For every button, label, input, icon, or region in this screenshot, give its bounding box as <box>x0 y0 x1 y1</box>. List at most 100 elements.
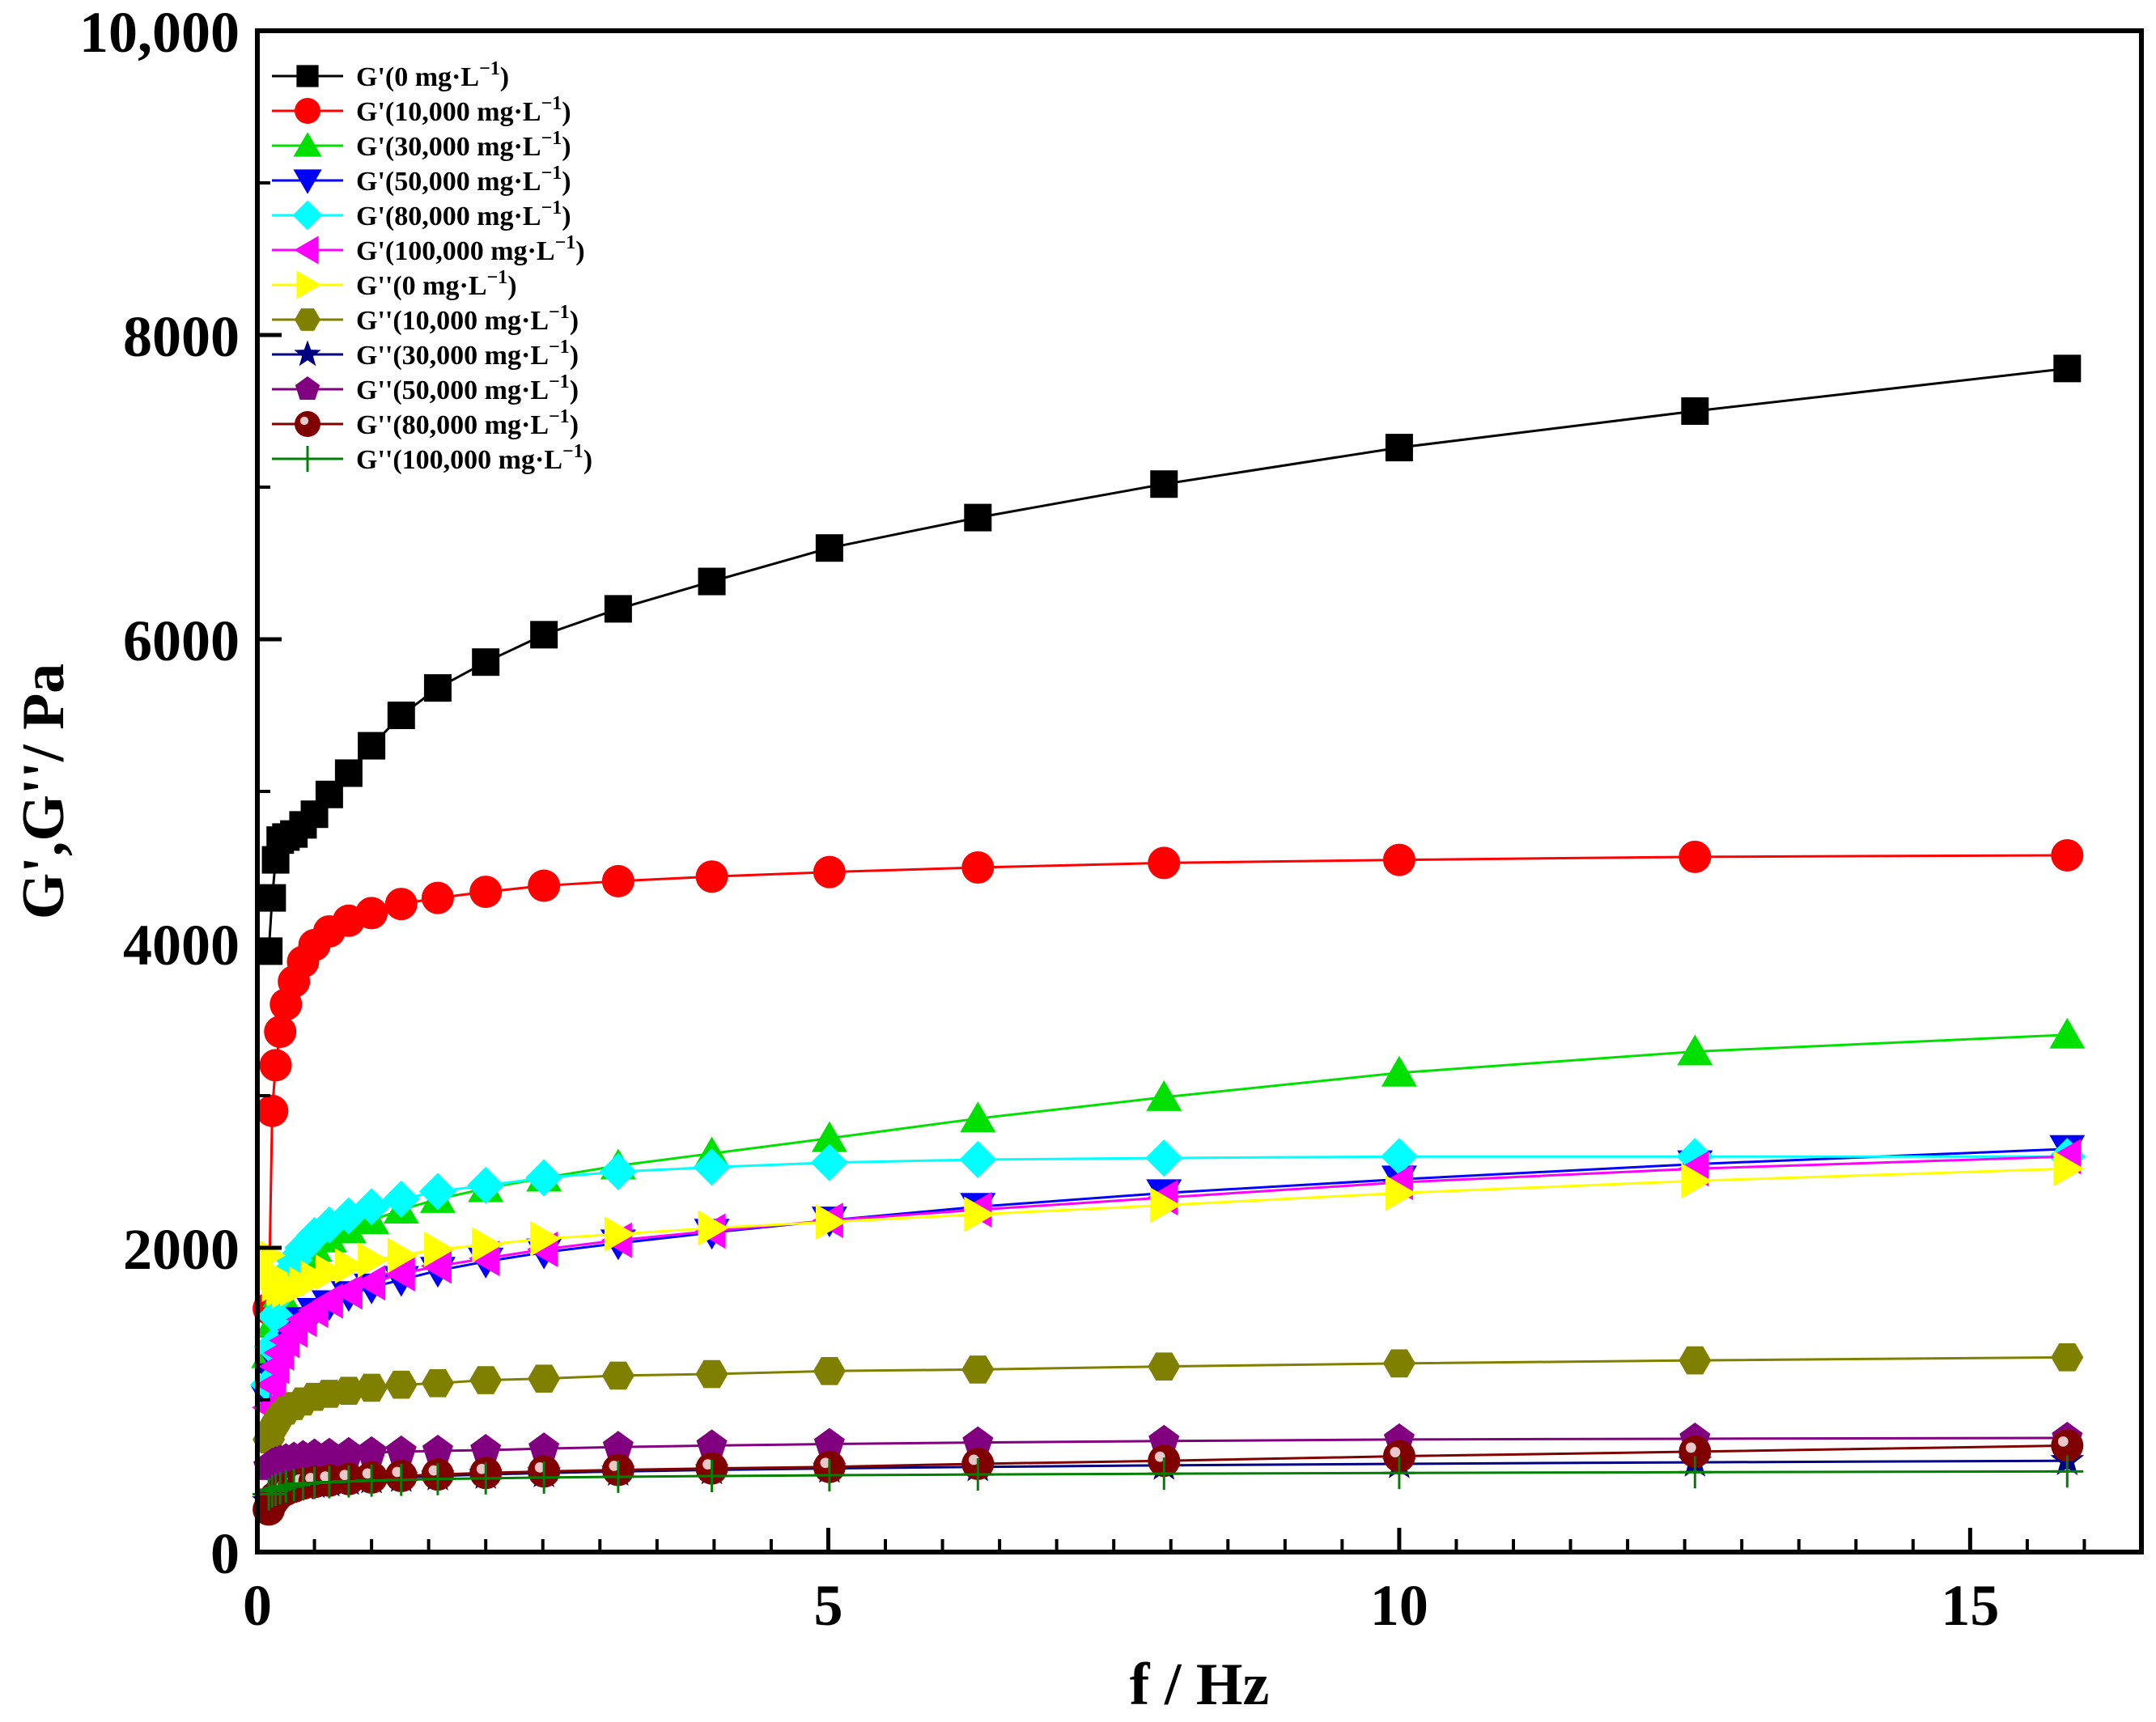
legend-label-main: G''(100,000 mg·L <box>356 445 562 475</box>
sphere-highlight <box>534 1461 545 1473</box>
data-point <box>1677 1034 1713 1066</box>
data-point <box>811 1121 847 1152</box>
data-point <box>810 1143 848 1181</box>
data-point <box>1679 1435 1712 1468</box>
data-point <box>421 1368 454 1398</box>
legend-label-main: G'(50,000 mg·L <box>356 167 541 197</box>
legend-entry: G''(100,000 mg·L−1) <box>272 441 592 475</box>
data-point <box>358 732 386 760</box>
data-point <box>695 860 728 893</box>
data-point <box>384 1370 418 1399</box>
data-point <box>295 308 320 331</box>
data-point <box>696 1429 728 1459</box>
legend-label-sup: −1 <box>487 267 508 288</box>
legend-label-close: ) <box>584 445 592 475</box>
sphere-highlight <box>968 1454 979 1465</box>
data-point <box>264 1472 297 1505</box>
y-tick-label: 4000 <box>123 913 240 978</box>
legend-label-main: G''(10,000 mg·L <box>356 306 549 336</box>
data-point <box>385 1435 417 1465</box>
legend-label-close: ) <box>570 375 579 405</box>
data-point <box>964 503 992 532</box>
legend-label-sup: −1 <box>479 58 500 79</box>
data-point <box>2051 838 2084 872</box>
data-point <box>264 1016 297 1049</box>
data-point <box>528 1364 561 1393</box>
data-point <box>2049 1017 2086 1049</box>
legend-label-main: G''(0 mg·L <box>356 271 487 301</box>
legend-label: G'(50,000 mg·L−1) <box>356 163 571 197</box>
data-point <box>1681 1163 1712 1199</box>
series-7 <box>253 1343 2084 1454</box>
legend-label-sup: −1 <box>549 337 570 358</box>
y-axis-title: G',G''/ Pa <box>11 664 77 920</box>
legend-label: G''(30,000 mg·L−1) <box>356 337 579 371</box>
data-point <box>420 1248 452 1284</box>
data-point <box>259 1049 292 1082</box>
legend-label-close: ) <box>500 62 509 92</box>
data-point <box>1382 843 1415 876</box>
data-point <box>384 888 418 921</box>
x-tick-label: 10 <box>1370 1573 1428 1638</box>
data-point <box>530 1220 562 1257</box>
data-point <box>256 1474 289 1508</box>
legend-label: G'(100,000 mg·L−1) <box>356 232 585 266</box>
legend-entry: G''(80,000 mg·L−1) <box>272 406 579 440</box>
data-point <box>355 1464 388 1497</box>
legend-label-main: G''(80,000 mg·L <box>356 410 549 440</box>
legend-label: G'(80,000 mg·L−1) <box>356 197 571 231</box>
data-point <box>315 1254 346 1291</box>
legend-label-main: G''(30,000 mg·L <box>356 341 549 371</box>
data-point <box>295 376 320 400</box>
x-axis-title: f / Hz <box>1130 1652 1270 1718</box>
data-point <box>293 169 322 194</box>
data-point <box>525 1159 563 1197</box>
y-tick-label: 0 <box>210 1521 240 1586</box>
y-tick-label: 10,000 <box>79 0 240 65</box>
data-point <box>528 1461 561 1494</box>
data-point <box>1382 1457 1415 1490</box>
data-point <box>421 881 454 914</box>
sphere-highlight <box>299 416 309 426</box>
legend-entry: G'(80,000 mg·L−1) <box>272 197 571 231</box>
data-point <box>601 1460 634 1493</box>
sphere-highlight <box>1685 1442 1696 1453</box>
data-point <box>1148 1457 1181 1491</box>
data-point <box>698 1210 729 1246</box>
legend-label-sup: −1 <box>549 371 570 392</box>
data-point <box>1146 1079 1182 1111</box>
data-point <box>1148 846 1181 880</box>
data-point <box>1385 434 1413 462</box>
legend-label-close: ) <box>562 167 571 197</box>
data-point <box>256 1094 289 1127</box>
legend-label-main: G''(50,000 mg·L <box>356 375 549 405</box>
sphere-highlight <box>2057 1436 2069 1447</box>
data-point <box>354 1265 386 1301</box>
sphere-highlight <box>702 1459 713 1470</box>
series-6 <box>255 1151 2085 1308</box>
data-point <box>296 270 321 299</box>
data-point <box>962 1426 994 1456</box>
legend-label: G'(30,000 mg·L−1) <box>356 128 571 162</box>
legend-label-close: ) <box>562 132 571 162</box>
data-point <box>1679 840 1712 873</box>
legend-label-sup: −1 <box>541 128 562 149</box>
data-point <box>384 1255 415 1292</box>
series-1 <box>253 838 2084 1325</box>
legend-label-sup: −1 <box>541 163 562 184</box>
data-point <box>332 1376 365 1406</box>
data-point <box>472 648 500 676</box>
data-point <box>382 1180 420 1218</box>
legend-label-close: ) <box>562 97 571 127</box>
data-point <box>356 1436 388 1466</box>
data-point <box>258 884 286 912</box>
legend-label-sup: −1 <box>541 197 562 218</box>
data-point <box>423 674 452 702</box>
legend-label: G''(100,000 mg·L−1) <box>356 441 592 475</box>
data-point <box>961 851 995 884</box>
data-point <box>355 897 388 930</box>
sphere-highlight <box>476 1463 487 1474</box>
data-point <box>813 1427 845 1457</box>
data-point <box>469 876 503 909</box>
data-point <box>1380 1138 1418 1176</box>
